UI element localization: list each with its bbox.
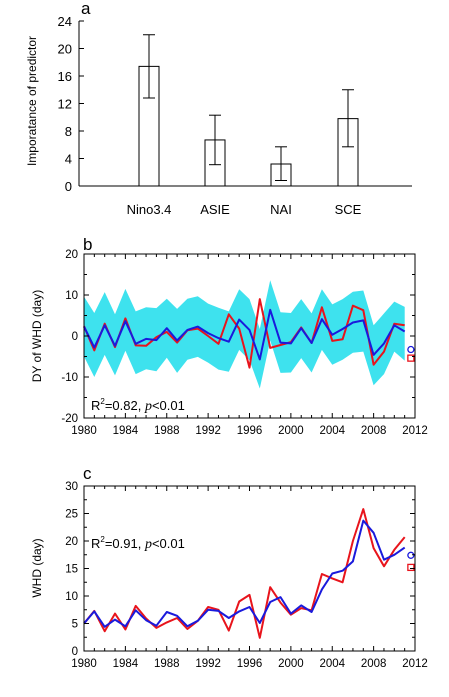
panel-b-xtick-label: 1984 — [113, 425, 139, 437]
panel-b-ytick-label: -10 — [61, 372, 78, 384]
panel-b-xtick-label: 1980 — [71, 425, 97, 437]
panel-b-series-observed — [83, 298, 405, 369]
panel-b-letter: b — [83, 235, 92, 254]
panel-c: c 0 5 10 15 20 25 30 1980 1984 1988 1992 1996 2000 20… — [30, 464, 428, 670]
panel-b-xtick-label: 2000 — [278, 425, 304, 437]
panel-c-ylabel: WHD (day) — [30, 538, 44, 597]
panel-c-marker-square — [407, 563, 415, 572]
panel-c-ytick-label: 0 — [72, 646, 78, 658]
panel-c-marker-circle — [407, 551, 415, 559]
panel-c-xtick-label: 1984 — [113, 658, 139, 670]
panel-c-xtick-label: 1992 — [195, 658, 221, 670]
panel-c-xtick-label: 1980 — [71, 658, 97, 670]
panel-c-series-predicted — [83, 519, 406, 628]
panel-a-ytick-label: 24 — [58, 14, 72, 29]
panel-b-xtick-label: 1992 — [195, 425, 221, 437]
panel-b-uncertainty-band — [84, 280, 405, 389]
category-label-ASIE: ASIE — [200, 202, 230, 217]
panel-c-xtick-label: 2000 — [278, 658, 304, 670]
panel-c-ytick-label: 10 — [65, 591, 78, 603]
category-label-NAI: NAI — [270, 202, 292, 217]
panel-a-bars — [138, 34, 359, 187]
panel-b-xtick-label: 1988 — [154, 425, 180, 437]
panel-c-xtick-label: 1996 — [237, 658, 263, 670]
panel-c-xtick-label: 1988 — [154, 658, 180, 670]
panel-b-ytick-label: 20 — [65, 249, 78, 261]
panel-c-r2-sup: 2 — [100, 535, 105, 544]
panel-a-letter: a — [81, 0, 91, 18]
panel-b-ytick-label: 10 — [65, 290, 78, 302]
panel-c-p-value: <0.01 — [152, 536, 185, 551]
panel-c-ytick-label: 25 — [65, 509, 78, 521]
panel-c-p-symbol: p — [144, 537, 152, 552]
panel-b-xtick-label: 1996 — [237, 425, 263, 437]
panel-c-letter: c — [83, 464, 92, 483]
panel-b-ytick-label: -20 — [61, 413, 78, 425]
panel-c-xtick-label: 2004 — [319, 658, 345, 670]
panel-b-xtick-label: 2012 — [402, 425, 428, 437]
panel-a-ytick-label: 20 — [58, 42, 72, 57]
category-label-Nino3.4: Nino3.4 — [127, 202, 172, 217]
panel-b-ylabel: DY of WHD (day) — [30, 290, 44, 382]
panel-b-r2-sup: 2 — [100, 397, 105, 406]
panel-b-ytick-label: 0 — [72, 331, 78, 343]
category-label-SCE: SCE — [335, 202, 362, 217]
panel-c-annotation: R2=0.91, p<0.01 — [91, 535, 185, 552]
panel-b-marker-circle — [407, 345, 415, 354]
panel-b-marker-square — [407, 354, 415, 362]
panel-a-ytick-label: 0 — [65, 179, 72, 194]
panel-a-ytick-label: 12 — [58, 97, 72, 112]
panel-b-series-predicted — [83, 308, 406, 361]
panel-c-plot: 0 5 10 15 20 25 30 1980 1984 1988 1992 1996 2000 2004… — [65, 481, 428, 670]
panel-b-xtick-label: 2004 — [319, 425, 345, 437]
panel-c-frame — [83, 485, 416, 652]
panel-c-r2-value: =0.91, — [105, 536, 145, 551]
panel-c-series-observed — [83, 508, 406, 639]
panel-c-xtick-label: 2008 — [361, 658, 387, 670]
panel-a-ytick-label: 4 — [65, 152, 72, 167]
panel-b-p-value: <0.01 — [152, 398, 185, 413]
panel-a: a 0 4 8 12 16 20 24 Nino3.4 ASIE NAI SCE Imporata… — [25, 0, 412, 217]
panel-c-ytick-label: 30 — [65, 481, 78, 493]
panel-c-ytick-label: 15 — [65, 564, 78, 576]
panel-b: b -20 -10 0 10 20 1980 1984 1988 1992 1996 2000 200… — [30, 235, 428, 437]
panel-c-ytick-label: 5 — [72, 619, 78, 631]
panel-b-r2-value: =0.82, — [105, 398, 145, 413]
panel-c-xtick-label: 2012 — [402, 658, 428, 670]
panel-b-p-symbol: p — [144, 399, 152, 414]
panel-a-y-axis: 0 4 8 12 16 20 24 — [58, 14, 84, 194]
panel-c-r2: R — [91, 536, 100, 551]
panel-b-annotation: R2=0.82, p<0.01 — [91, 397, 185, 414]
panel-a-ytick-label: 8 — [65, 124, 72, 139]
panel-a-ylabel: Imporatance of predictor — [25, 36, 39, 166]
panel-c-ytick-label: 20 — [65, 536, 78, 548]
panel-b-xtick-label: 2008 — [361, 425, 387, 437]
panel-b-plot: -20 -10 0 10 20 1980 1984 1988 1992 1996 2000 2004 2… — [61, 249, 427, 437]
panel-b-r2: R — [91, 398, 100, 413]
panel-a-ytick-label: 16 — [58, 69, 72, 84]
panel-a-x-labels: Nino3.4 ASIE NAI SCE — [127, 202, 362, 217]
